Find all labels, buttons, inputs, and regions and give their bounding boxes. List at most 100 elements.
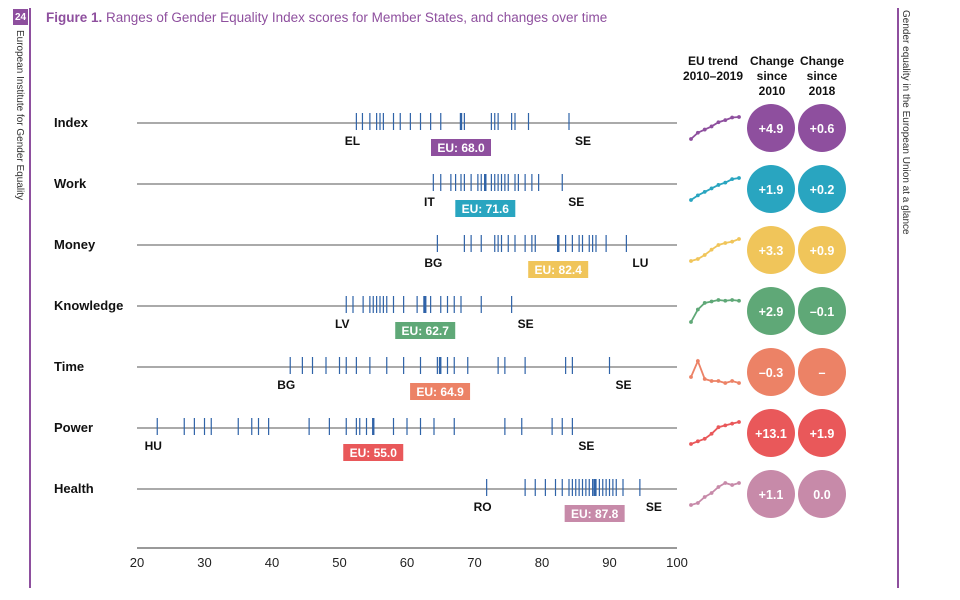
change2018-header-line1: Change xyxy=(799,54,844,68)
change-2010-value-time: –0.3 xyxy=(759,366,783,380)
change-2018-value-time: – xyxy=(819,366,826,380)
trend-point-time-3 xyxy=(709,379,714,383)
change-2018-circle-knowledge xyxy=(798,287,846,335)
trend-point-money-2 xyxy=(702,253,707,257)
trend-point-knowledge-1 xyxy=(695,307,700,312)
eu-label-power: EU: 55.0 xyxy=(350,446,398,460)
change-2010-circle-work xyxy=(747,165,795,213)
change-2010-circle-knowledge xyxy=(747,287,795,335)
x-tick-label-90: 90 xyxy=(602,555,616,570)
x-tick-label-50: 50 xyxy=(332,555,346,570)
change-2010-value-work: +1.9 xyxy=(759,183,784,197)
trend-point-health-3 xyxy=(709,491,714,495)
eu-badge-work xyxy=(455,200,516,217)
min-country-health: RO xyxy=(474,500,492,514)
figure-title-text: Ranges of Gender Equality Index scores f… xyxy=(106,10,608,25)
trend-point-index-0 xyxy=(689,137,693,141)
trend-point-money-0 xyxy=(689,259,693,263)
change-2018-circle-power xyxy=(798,409,846,457)
trend-point-index-7 xyxy=(737,115,741,119)
change-2010-value-knowledge: +2.9 xyxy=(759,305,784,319)
change-2010-circle-time xyxy=(747,348,795,396)
row-label-index: Index xyxy=(54,115,89,130)
trend-point-knowledge-4 xyxy=(716,298,721,302)
trend-point-index-3 xyxy=(709,124,714,129)
max-country-work: SE xyxy=(568,195,584,209)
row-label-knowledge: Knowledge xyxy=(54,298,123,313)
change-2018-circle-time xyxy=(798,348,846,396)
trend-point-knowledge-7 xyxy=(737,298,741,303)
trend-point-knowledge-2 xyxy=(702,301,707,305)
trend-point-health-2 xyxy=(702,495,707,499)
figure-title: Figure 1. Ranges of Gender Equality Inde… xyxy=(46,10,607,25)
change2010-header-line1: Change xyxy=(749,54,794,68)
x-tick-label-70: 70 xyxy=(467,555,481,570)
row-label-power: Power xyxy=(54,420,93,435)
trend-point-time-5 xyxy=(723,381,728,385)
row-label-money: Money xyxy=(54,237,96,252)
trend-point-time-7 xyxy=(737,381,741,385)
trend-point-power-4 xyxy=(716,425,721,430)
eu-badge-money xyxy=(528,261,589,278)
change2010-header-line2: since xyxy=(756,69,788,83)
change-2018-circle-index xyxy=(798,104,846,152)
trend-point-health-7 xyxy=(737,481,741,485)
x-tick-label-30: 30 xyxy=(197,555,211,570)
x-tick-label-40: 40 xyxy=(265,555,279,570)
eu-badge-power xyxy=(343,444,404,461)
trend-point-power-5 xyxy=(723,423,728,428)
trend-point-knowledge-5 xyxy=(723,298,728,303)
trend-point-power-3 xyxy=(709,431,714,436)
trend-point-work-7 xyxy=(737,176,741,180)
x-tick-label-100: 100 xyxy=(666,555,688,570)
eu-label-time: EU: 64.9 xyxy=(416,385,464,399)
trend-point-index-2 xyxy=(702,127,707,132)
x-tick-label-80: 80 xyxy=(535,555,549,570)
trend-point-knowledge-3 xyxy=(709,299,714,304)
change-2010-circle-power xyxy=(747,409,795,457)
change-2018-value-index: +0.6 xyxy=(810,122,835,136)
max-country-time: SE xyxy=(615,378,631,392)
max-country-health: SE xyxy=(646,500,662,514)
left-margin-rule xyxy=(29,8,31,588)
row-label-time: Time xyxy=(54,359,84,374)
change-2010-circle-money xyxy=(747,226,795,274)
trend-point-work-1 xyxy=(695,193,700,198)
change-2018-circle-health xyxy=(798,470,846,518)
eu-label-knowledge: EU: 62.7 xyxy=(402,324,450,338)
trend-point-time-2 xyxy=(702,377,707,381)
right-margin-rule xyxy=(897,8,899,588)
max-country-money: LU xyxy=(632,256,648,270)
change-2018-circle-money xyxy=(798,226,846,274)
trend-point-time-4 xyxy=(716,379,721,383)
row-label-work: Work xyxy=(54,176,87,191)
trend-point-money-3 xyxy=(709,247,714,252)
change-2018-value-work: +0.2 xyxy=(810,183,835,197)
trend-point-work-0 xyxy=(689,198,693,202)
change2010-header-line3: 2010 xyxy=(758,84,786,98)
trend-point-index-4 xyxy=(716,120,721,125)
row-label-health: Health xyxy=(54,481,94,496)
x-tick-label-60: 60 xyxy=(400,555,414,570)
trend-point-power-0 xyxy=(689,442,693,446)
min-country-knowledge: LV xyxy=(335,317,349,331)
trend-point-index-5 xyxy=(723,118,728,123)
trend-point-health-6 xyxy=(730,483,735,487)
eu-label-work: EU: 71.6 xyxy=(462,202,510,216)
change-2010-value-power: +13.1 xyxy=(755,427,787,441)
eu-label-health: EU: 87.8 xyxy=(571,507,619,521)
change-2010-circle-health xyxy=(747,470,795,518)
trend-point-health-0 xyxy=(689,503,693,507)
trend-point-power-7 xyxy=(737,420,741,424)
trend-point-work-2 xyxy=(702,189,707,194)
trend-header-line2: 2010–2019 xyxy=(682,69,744,83)
change2018-header-line3: 2018 xyxy=(808,84,836,98)
eu-badge-health xyxy=(564,505,625,522)
change-2010-value-money: +3.3 xyxy=(759,244,784,258)
trend-point-work-3 xyxy=(709,186,714,191)
change-2010-value-health: +1.1 xyxy=(759,488,784,502)
trend-point-power-1 xyxy=(695,439,700,444)
eu-label-index: EU: 68.0 xyxy=(437,141,485,155)
change-2018-value-money: +0.9 xyxy=(810,244,835,258)
